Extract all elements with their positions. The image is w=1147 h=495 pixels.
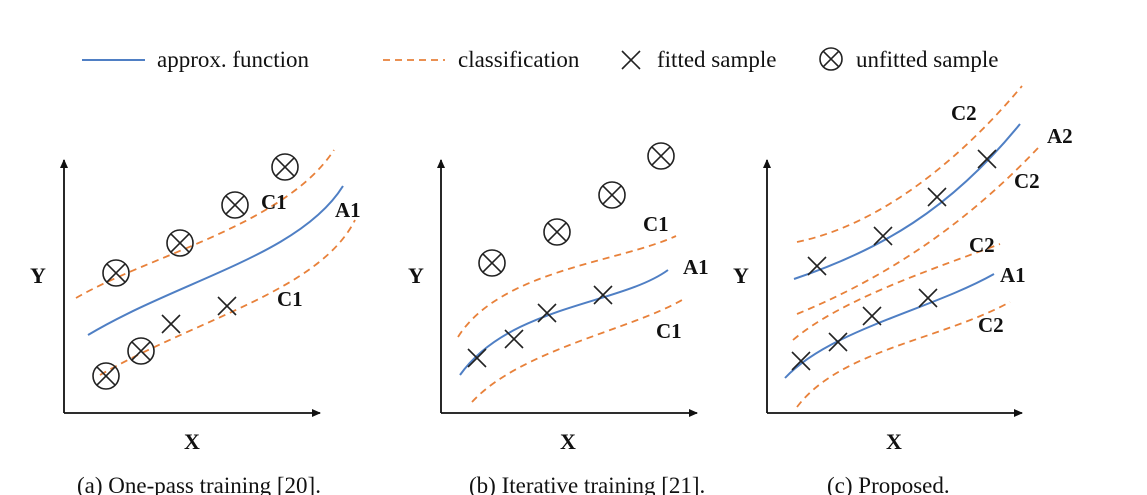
panel-c: C2 A2 C2 C2 A1 C2 Y X (c) Proposed. xyxy=(733,85,1073,495)
panel-a: C1 A1 C1 Y X (a) One-pass training [20]. xyxy=(30,149,361,495)
panel-a-approx-curve xyxy=(87,185,344,336)
panel-c-approx-2-curve xyxy=(793,123,1021,280)
panel-b-class-lower-curve xyxy=(471,299,683,403)
panel-c-class-a1-upper-curve xyxy=(792,243,1001,341)
panel-c-fitted-sample xyxy=(807,256,827,276)
legend-fitted-marker xyxy=(621,50,641,70)
panel-b-fitted-sample xyxy=(504,329,524,349)
panel-c-class-bottom-curve xyxy=(796,301,1011,408)
panel-b-fitted-sample xyxy=(537,303,557,323)
panel-c-class-bottom-label: C2 xyxy=(978,313,1004,337)
panel-a-fitted-sample xyxy=(217,296,237,316)
panel-c-fitted-sample xyxy=(828,332,848,352)
panel-b-unfitted-sample xyxy=(598,181,626,209)
panel-c-approx-1-label: A1 xyxy=(1000,263,1026,287)
legend-approx-label: approx. function xyxy=(157,47,310,72)
panel-c-fitted-sample xyxy=(862,306,882,326)
panel-c-fitted-sample xyxy=(927,187,947,207)
panel-a-unfitted-sample xyxy=(271,153,299,181)
legend-unfitted-marker xyxy=(819,47,843,71)
panel-a-unfitted-sample xyxy=(127,337,155,365)
panel-b-unfitted-sample xyxy=(647,142,675,170)
panel-b: C1 A1 C1 Y X (b) Iterative training [21]… xyxy=(408,142,709,495)
panel-b-y-label: Y xyxy=(408,263,424,288)
panel-a-unfitted-sample xyxy=(166,229,194,257)
panel-a-class-upper-curve xyxy=(75,149,335,299)
panel-b-unfitted-sample xyxy=(543,218,571,246)
panel-b-approx-label: A1 xyxy=(683,255,709,279)
panel-c-approx-2-label: A2 xyxy=(1047,124,1073,148)
panel-c-class-a1-upper-label: C2 xyxy=(969,233,995,257)
panel-c-class-a2-lower-curve xyxy=(796,147,1039,315)
panel-c-fitted-sample xyxy=(791,351,811,371)
panel-c-x-label: X xyxy=(886,429,902,454)
panel-b-class-upper-curve xyxy=(457,235,677,338)
legend-fitted-label: fitted sample xyxy=(657,47,776,72)
legend-unfitted-label: unfitted sample xyxy=(856,47,998,72)
panel-a-unfitted-sample xyxy=(102,259,130,287)
panel-a-fitted-sample xyxy=(161,314,181,334)
panel-b-fitted-sample xyxy=(593,285,613,305)
panel-c-class-top-label: C2 xyxy=(951,101,977,125)
panel-b-x-label: X xyxy=(560,429,576,454)
panel-a-class-lower-label: C1 xyxy=(277,287,303,311)
panel-c-class-top-curve xyxy=(796,85,1023,243)
legend: approx. function classification fitted s… xyxy=(82,47,998,72)
panel-a-class-lower-curve xyxy=(99,219,356,376)
panel-a-class-upper-label: C1 xyxy=(261,190,287,214)
panel-c-fitted-sample xyxy=(918,288,938,308)
panel-a-caption: (a) One-pass training [20]. xyxy=(77,473,321,495)
panel-c-fitted-sample xyxy=(977,149,997,169)
panel-b-class-upper-label: C1 xyxy=(643,212,669,236)
panel-c-y-label: Y xyxy=(733,263,749,288)
panel-b-class-lower-label: C1 xyxy=(656,319,682,343)
legend-classification-label: classification xyxy=(458,47,580,72)
panel-a-unfitted-sample xyxy=(221,191,249,219)
panel-b-approx-curve xyxy=(459,269,669,376)
panel-b-caption: (b) Iterative training [21]. xyxy=(469,473,705,495)
panel-c-class-a2-lower-label: C2 xyxy=(1014,169,1040,193)
panel-a-approx-label: A1 xyxy=(335,198,361,222)
panel-a-unfitted-sample xyxy=(92,362,120,390)
panel-b-unfitted-sample xyxy=(478,249,506,277)
panel-c-fitted-sample xyxy=(873,226,893,246)
panel-c-approx-1-curve xyxy=(784,273,995,379)
panel-a-x-label: X xyxy=(184,429,200,454)
panel-c-caption: (c) Proposed. xyxy=(827,473,950,495)
panel-a-y-label: Y xyxy=(30,263,46,288)
panel-b-fitted-sample xyxy=(467,348,487,368)
